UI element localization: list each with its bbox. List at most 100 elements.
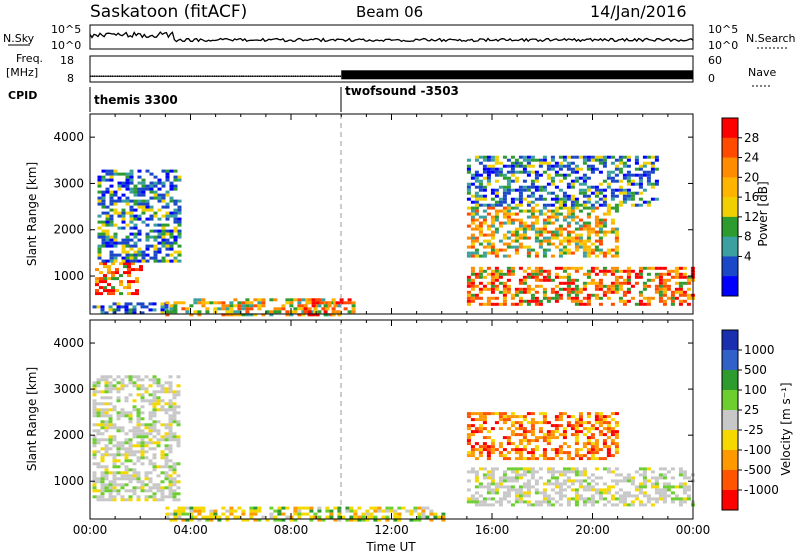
power-cell bbox=[482, 176, 487, 180]
velocity-cell bbox=[578, 421, 583, 425]
power-cell bbox=[578, 188, 583, 192]
velocity-cell bbox=[538, 436, 543, 440]
power-cell bbox=[542, 161, 547, 165]
power-cell bbox=[530, 248, 535, 252]
power-cell bbox=[117, 172, 122, 176]
freq-point bbox=[334, 75, 336, 77]
power-cell bbox=[323, 304, 328, 308]
freq-point bbox=[242, 75, 244, 77]
velocity-cell bbox=[104, 444, 109, 448]
velocity-cell bbox=[112, 483, 117, 487]
velocity-cell bbox=[678, 497, 683, 501]
power-cell bbox=[113, 241, 118, 245]
velocity-cell bbox=[494, 482, 499, 486]
velocity-cell bbox=[538, 476, 543, 480]
power-cell bbox=[546, 230, 551, 234]
power-cell bbox=[530, 179, 535, 183]
power-cell bbox=[554, 296, 559, 300]
velocity-cell bbox=[116, 387, 121, 391]
velocity-cell bbox=[522, 439, 527, 443]
velocity-cell bbox=[305, 506, 310, 510]
power-cell bbox=[618, 269, 623, 273]
power-cell bbox=[594, 200, 599, 204]
velocity-cell bbox=[514, 497, 519, 501]
power-cell bbox=[153, 211, 158, 215]
power-cell bbox=[466, 182, 471, 186]
velocity-cell bbox=[128, 444, 133, 448]
power-cell bbox=[253, 313, 258, 317]
power-cell bbox=[646, 161, 651, 165]
velocity-cell bbox=[586, 457, 591, 461]
power-cell bbox=[127, 265, 131, 269]
power-cell bbox=[169, 229, 174, 233]
power-cell bbox=[343, 307, 348, 311]
velocity-cell bbox=[498, 412, 503, 416]
power-cell bbox=[558, 164, 563, 168]
velocity-cell bbox=[124, 399, 129, 403]
velocity-cell bbox=[100, 480, 105, 484]
velocity-cell bbox=[486, 470, 491, 474]
velocity-cell bbox=[562, 488, 567, 492]
velocity-cell bbox=[650, 497, 655, 501]
velocity-cell bbox=[144, 444, 149, 448]
power-cell bbox=[566, 239, 571, 243]
power-cell bbox=[558, 200, 563, 204]
power-cell bbox=[466, 275, 471, 279]
power-cell bbox=[582, 254, 587, 258]
power-cell bbox=[622, 293, 627, 297]
power-cell bbox=[109, 256, 114, 260]
power-cell bbox=[101, 241, 106, 245]
velocity-cell bbox=[466, 439, 471, 443]
power-cell bbox=[97, 178, 102, 182]
power-cell bbox=[542, 227, 547, 231]
velocity-cell bbox=[526, 457, 531, 461]
power-cell bbox=[117, 181, 122, 185]
velocity-cell bbox=[482, 418, 487, 422]
power-cell bbox=[145, 208, 150, 212]
freq-point bbox=[118, 75, 121, 77]
velocity-cell bbox=[156, 378, 161, 382]
power-cell bbox=[578, 266, 583, 270]
velocity-cell bbox=[622, 494, 627, 498]
power-cell bbox=[197, 310, 202, 314]
velocity-cell bbox=[181, 512, 186, 516]
power-cell bbox=[482, 251, 487, 255]
power-cell bbox=[622, 191, 627, 195]
velocity-cell bbox=[136, 444, 141, 448]
power-cell bbox=[502, 176, 507, 180]
velocity-cell bbox=[164, 486, 169, 490]
power-cell bbox=[466, 185, 471, 189]
power-cell bbox=[269, 298, 274, 302]
power-cell bbox=[618, 296, 623, 300]
velocity-cell bbox=[164, 381, 169, 385]
velocity-cell bbox=[104, 453, 109, 457]
power-cell bbox=[129, 238, 134, 242]
power-cell bbox=[117, 211, 122, 215]
freq-point bbox=[138, 75, 140, 77]
power-cell bbox=[550, 155, 555, 159]
velocity-cell bbox=[92, 411, 97, 415]
power-cell bbox=[111, 289, 115, 293]
power-cell bbox=[626, 287, 631, 291]
velocity-cell bbox=[176, 393, 181, 397]
power-cell bbox=[165, 247, 170, 251]
power-cell bbox=[307, 313, 312, 317]
velocity-cell bbox=[550, 448, 555, 452]
velocity-cell bbox=[124, 453, 129, 457]
velocity-cell bbox=[100, 498, 105, 502]
power-cell bbox=[229, 313, 234, 317]
power-cell bbox=[506, 284, 511, 288]
power-cell bbox=[614, 194, 619, 198]
power-cell bbox=[530, 293, 535, 297]
velocity-cell bbox=[610, 494, 615, 498]
velocity-cell bbox=[164, 387, 169, 391]
power-cell bbox=[574, 284, 579, 288]
velocity-cell bbox=[502, 448, 507, 452]
velocity-cell bbox=[164, 456, 169, 460]
power-cell bbox=[297, 304, 302, 308]
velocity-cell bbox=[606, 430, 611, 434]
velocity-cell bbox=[349, 518, 354, 522]
velocity-cell bbox=[176, 498, 181, 502]
freq-point bbox=[258, 75, 261, 77]
power-cell bbox=[478, 179, 483, 183]
